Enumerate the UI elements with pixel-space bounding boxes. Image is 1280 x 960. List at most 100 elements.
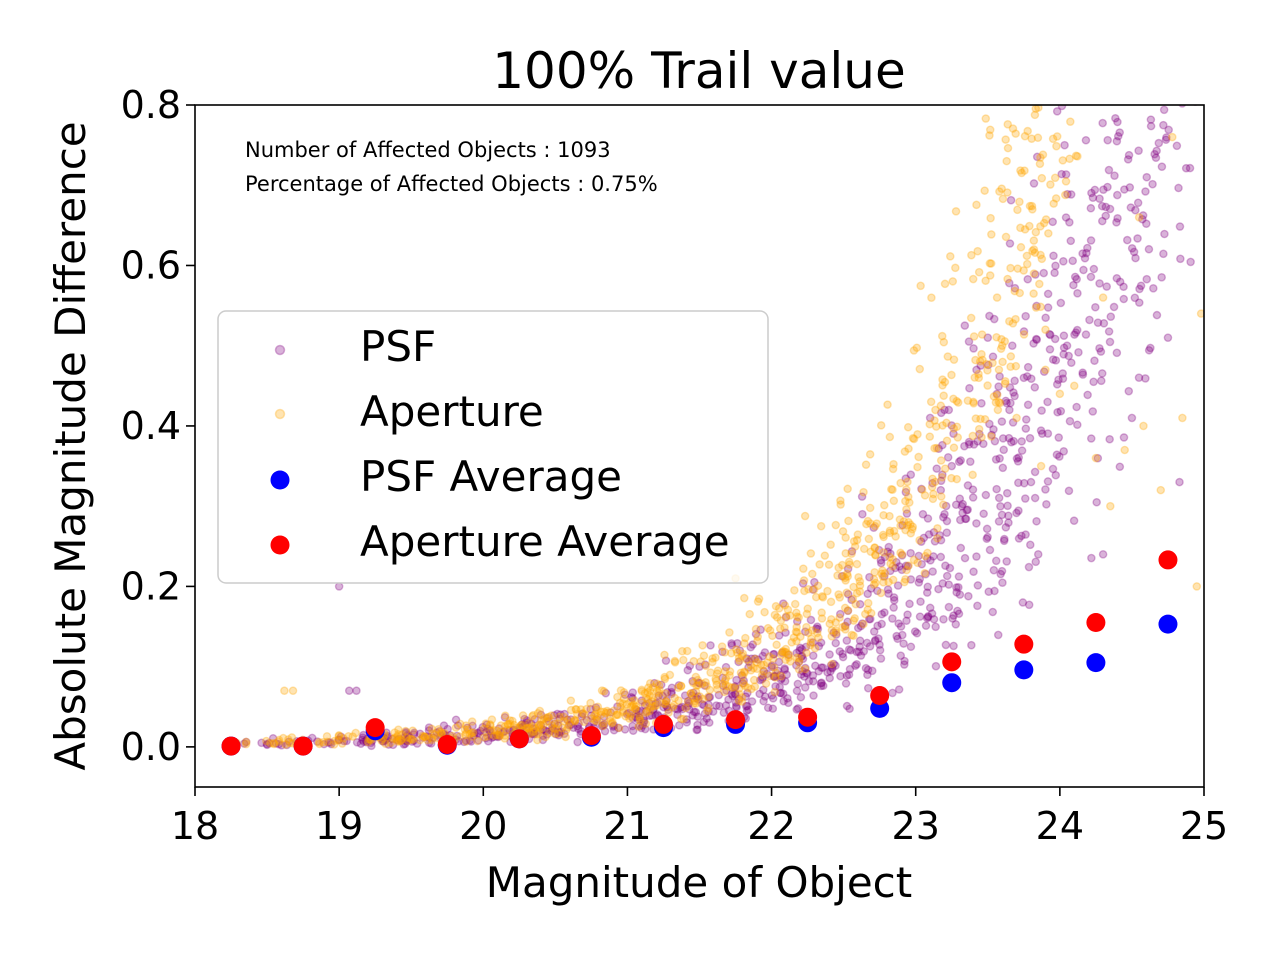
psf-point	[914, 578, 924, 587]
aperture-point	[831, 520, 841, 530]
aperture-point	[634, 722, 643, 731]
psf-point	[999, 534, 1009, 544]
aperture-point	[485, 721, 495, 730]
aperture-point	[381, 739, 390, 748]
aperture-point	[827, 615, 836, 624]
psf-point	[429, 733, 438, 742]
psf-point	[863, 683, 873, 693]
aperture-point	[591, 709, 601, 719]
y-tick-label: 0.6	[121, 243, 181, 287]
aperture-point	[673, 683, 683, 692]
aperture-point	[640, 688, 650, 698]
psf-point	[684, 698, 694, 708]
psf-point	[1095, 279, 1104, 288]
aperture-point	[870, 543, 880, 553]
aperture-outlier-point	[1139, 421, 1148, 431]
aperture-point	[747, 684, 756, 694]
psf-point	[1102, 282, 1112, 291]
psf-point	[1106, 81, 1113, 88]
aperture-point	[601, 708, 610, 718]
aperture-point	[455, 719, 465, 729]
psf-point	[485, 726, 495, 735]
aperture-point	[467, 732, 477, 741]
psf-point	[1089, 377, 1098, 387]
aperture-point	[923, 548, 932, 558]
psf-point	[1072, 325, 1082, 335]
psf-point	[1029, 339, 1038, 348]
psf-point	[1001, 396, 1011, 406]
aperture-point	[1058, 156, 1068, 165]
psf-point	[923, 582, 933, 592]
psf-point	[721, 662, 731, 672]
psf-outlier-point	[1175, 477, 1184, 487]
psf-point	[532, 726, 541, 736]
psf-point	[996, 502, 1005, 511]
aperture-point	[503, 719, 513, 729]
aperture-point	[891, 532, 900, 541]
aperture-outlier-point	[904, 517, 913, 527]
psf-point	[1097, 216, 1107, 226]
aperture-point	[949, 424, 959, 433]
aperture-point	[490, 731, 499, 740]
psf-point	[424, 723, 434, 732]
aperture-outlier-point	[969, 397, 978, 407]
aperture-point	[1030, 248, 1040, 258]
aperture-point	[739, 679, 748, 688]
psf-point	[814, 666, 824, 676]
aperture-point	[641, 708, 651, 718]
aperture-point	[791, 627, 801, 637]
aperture-point	[1036, 222, 1045, 231]
aperture-point	[738, 671, 748, 681]
aperture-point	[550, 719, 560, 728]
psf-point	[843, 589, 853, 599]
psf-point	[855, 599, 865, 609]
aperture-point	[676, 681, 686, 691]
psf-point	[792, 617, 802, 626]
aperture-point	[776, 616, 786, 625]
psf-point	[995, 372, 1004, 381]
aperture-point	[842, 588, 852, 597]
psf-point	[673, 705, 683, 714]
aperture-point	[871, 578, 880, 588]
psf-point	[931, 661, 941, 671]
aperture-point	[393, 737, 402, 746]
psf-point	[866, 614, 875, 624]
aperture-point	[884, 577, 893, 587]
aperture-point	[509, 720, 519, 730]
psf-point	[1112, 348, 1122, 358]
aperture-point	[612, 710, 622, 719]
psf-outlier-point	[1019, 373, 1029, 383]
aperture-point	[870, 543, 879, 552]
psf-point	[773, 666, 782, 675]
psf-point	[1071, 328, 1081, 337]
psf-point	[1146, 121, 1156, 131]
aperture-point	[645, 703, 655, 712]
psf-point	[1113, 131, 1123, 141]
psf-point	[1037, 406, 1046, 415]
aperture-outlier-point	[1091, 453, 1101, 463]
aperture-point	[642, 699, 651, 709]
psf-point	[1030, 493, 1040, 503]
aperture-point	[241, 737, 251, 747]
psf-point	[493, 730, 503, 740]
psf-point	[835, 609, 845, 619]
psf-point	[1112, 136, 1122, 146]
psf-point	[951, 619, 961, 629]
psf-point	[695, 678, 704, 688]
aperture-point	[949, 443, 959, 452]
psf-point	[1021, 530, 1030, 539]
aperture-point	[869, 574, 879, 584]
psf-point	[677, 702, 687, 712]
aperture-point	[706, 668, 715, 677]
psf-point	[784, 650, 793, 660]
aperture-point	[1025, 221, 1034, 231]
y-tick-label: 0.2	[121, 564, 181, 608]
psf-point	[560, 709, 569, 719]
aperture-point	[995, 398, 1005, 408]
aperture-point	[606, 716, 615, 726]
psf-point	[381, 735, 391, 744]
psf-point	[393, 735, 402, 745]
aperture-point	[393, 735, 402, 745]
psf-point	[1054, 375, 1063, 385]
aperture-point	[827, 659, 837, 669]
